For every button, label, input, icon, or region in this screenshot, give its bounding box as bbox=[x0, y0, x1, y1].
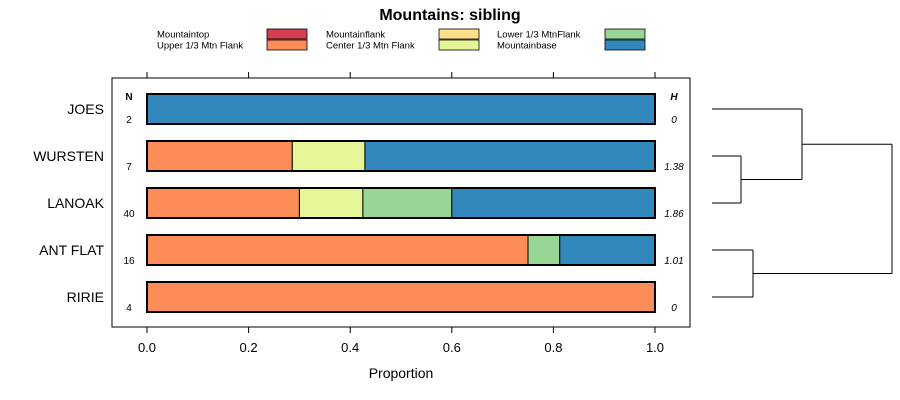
bar-outline bbox=[146, 234, 656, 266]
legend-swatch bbox=[604, 28, 646, 40]
n-value: 4 bbox=[126, 303, 132, 314]
legend-label: Mountainbase bbox=[497, 41, 557, 52]
n-value: 2 bbox=[126, 115, 132, 126]
bar-row-ant-flat: ANT FLAT 16 1.01 bbox=[39, 234, 684, 267]
legend-label: Lower 1/3 MtnFlank bbox=[497, 30, 581, 41]
bar-segment-lower-1-3-mtnflank bbox=[527, 234, 561, 266]
bar-outline bbox=[146, 187, 656, 219]
legend-swatch bbox=[266, 28, 308, 40]
legend-swatch bbox=[438, 39, 480, 51]
bar-segment-center-1-3-mtn-flank bbox=[298, 187, 364, 219]
x-tick-label: 0.4 bbox=[341, 340, 359, 355]
n-column-header: N bbox=[125, 92, 132, 103]
x-tick-label: 1.0 bbox=[646, 340, 664, 355]
x-axis-title: Proportion bbox=[369, 365, 434, 381]
legend-item-lower-1-3-mtnflank: Lower 1/3 MtnFlank bbox=[497, 28, 646, 41]
bar-row-wursten: WURSTEN 7 1.38 bbox=[33, 140, 684, 173]
legend-item-mountainbase: Mountainbase bbox=[497, 39, 646, 52]
row-label: RIRIE bbox=[67, 289, 104, 305]
row-label: LANOAK bbox=[47, 195, 104, 211]
bar-segment-upper-1-3-mtn-flank bbox=[146, 234, 529, 266]
legend-label: Center 1/3 Mtn Flank bbox=[326, 41, 415, 52]
bar-row-lanoak: LANOAK 40 1.86 bbox=[47, 187, 684, 220]
legend-swatch bbox=[266, 39, 308, 51]
row-label: WURSTEN bbox=[33, 148, 104, 164]
bar-segment-upper-1-3-mtn-flank bbox=[146, 281, 656, 313]
x-tick-label: 0.0 bbox=[138, 340, 156, 355]
bar-outline bbox=[146, 93, 656, 125]
legend-label: Upper 1/3 Mtn Flank bbox=[157, 41, 243, 52]
bar-outline bbox=[146, 281, 656, 313]
legend-swatch bbox=[604, 39, 646, 51]
bar-segment-mountainbase bbox=[559, 234, 656, 266]
legend-item-center-1-3-mtn-flank: Center 1/3 Mtn Flank bbox=[326, 39, 480, 52]
legend-item-mountainflank: Mountainflank bbox=[326, 28, 480, 41]
plot-frame bbox=[111, 77, 691, 328]
bar-segment-mountainbase bbox=[146, 93, 656, 125]
h-value: 1.01 bbox=[664, 256, 683, 267]
bar-segment-mountainbase bbox=[451, 187, 656, 219]
bar-segment-mountainbase bbox=[364, 140, 656, 172]
legend-label: Mountaintop bbox=[157, 30, 209, 41]
h-column-header: H bbox=[670, 92, 678, 103]
legend-label: Mountainflank bbox=[326, 30, 385, 41]
bar-segment-upper-1-3-mtn-flank bbox=[146, 187, 300, 219]
x-tick-label: 0.2 bbox=[240, 340, 258, 355]
legend-item-mountaintop: Mountaintop bbox=[157, 28, 308, 41]
dendrogram bbox=[712, 108, 893, 298]
bar-segment-lower-1-3-mtnflank bbox=[362, 187, 453, 219]
h-value: 0 bbox=[671, 115, 677, 126]
bar-row-ririe: RIRIE 4 0 bbox=[67, 281, 677, 314]
n-value: 40 bbox=[123, 209, 135, 220]
legend-swatch bbox=[438, 28, 480, 40]
bar-row-joes: JOES 2 0 bbox=[67, 93, 677, 126]
h-value: 1.38 bbox=[664, 162, 684, 173]
chart-title: Mountains: sibling bbox=[379, 7, 520, 24]
h-value: 1.86 bbox=[664, 209, 684, 220]
bar-segment-upper-1-3-mtn-flank bbox=[146, 140, 293, 172]
n-value: 7 bbox=[126, 162, 132, 173]
n-value: 16 bbox=[123, 256, 135, 267]
row-label: ANT FLAT bbox=[39, 242, 104, 258]
bar-outline bbox=[146, 140, 656, 172]
row-label: JOES bbox=[67, 101, 104, 117]
legend-item-upper-1-3-mtn-flank: Upper 1/3 Mtn Flank bbox=[157, 39, 308, 52]
x-tick-label: 0.8 bbox=[544, 340, 562, 355]
x-tick-label: 0.6 bbox=[443, 340, 461, 355]
x-axis: 0.0 0.2 0.4 0.6 0.8 1.0 bbox=[138, 72, 664, 355]
bar-segment-center-1-3-mtn-flank bbox=[291, 140, 366, 172]
h-value: 0 bbox=[671, 303, 677, 314]
